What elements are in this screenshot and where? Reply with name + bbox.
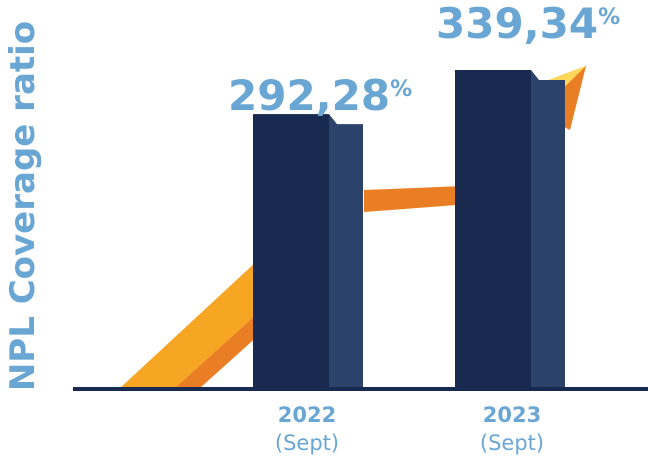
bar-2023 — [455, 70, 531, 388]
x-tick-year-2022: 2022 — [278, 403, 336, 427]
x-tick-year-2023: 2023 — [483, 403, 541, 427]
x-tick-sub-2022: (Sept) — [275, 431, 339, 455]
arrow-shaft-lower — [120, 262, 292, 388]
value-label-2022: 292,28% — [228, 71, 412, 120]
y-axis-label: NPL Coverage ratio — [3, 21, 43, 391]
value-label-2023: 339,34% — [436, 0, 620, 48]
x-tick-sub-2023: (Sept) — [480, 431, 544, 455]
bar-side-2022 — [329, 114, 363, 388]
bar-side-2023 — [531, 70, 565, 388]
bars — [253, 70, 565, 388]
arrow-shaft-mid — [364, 186, 470, 212]
bar-2022 — [253, 114, 329, 388]
